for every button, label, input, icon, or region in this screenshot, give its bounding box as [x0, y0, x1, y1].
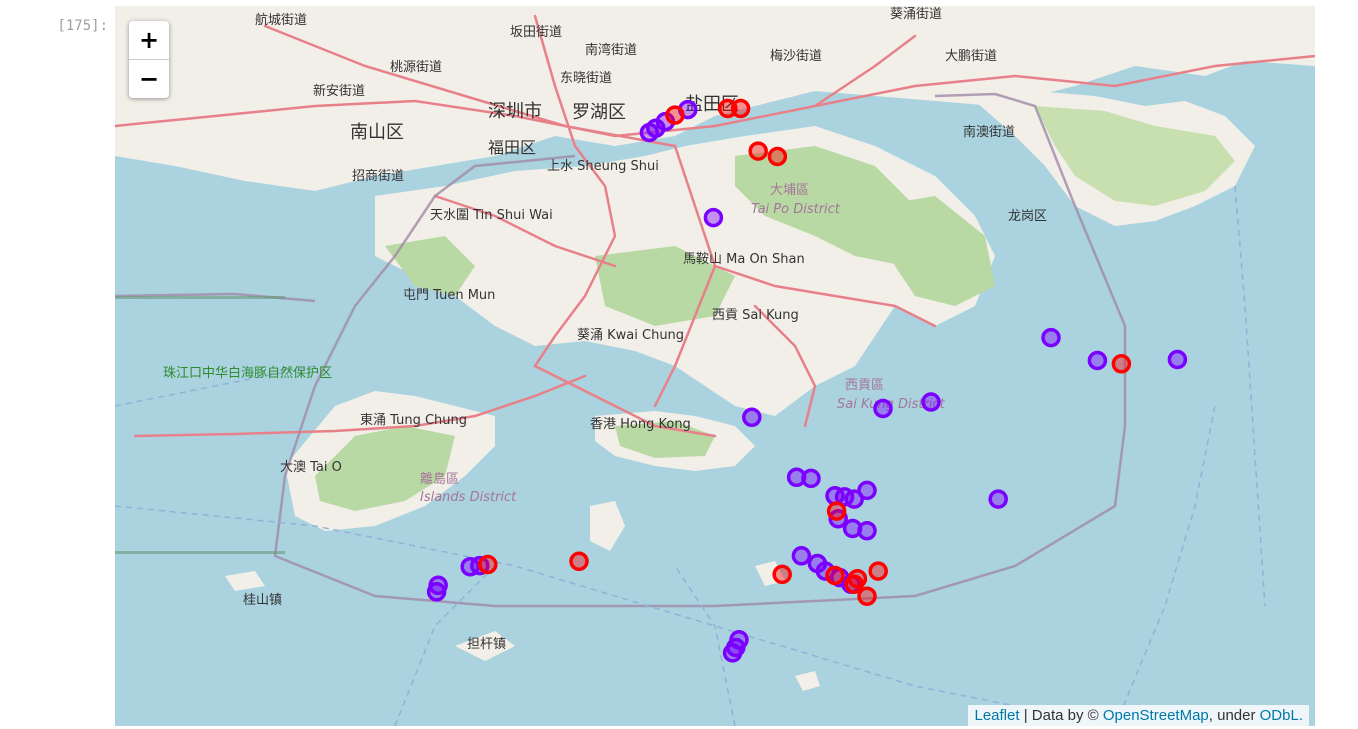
map-label: 西貢 Sai Kung: [712, 308, 799, 323]
map-label: 新安街道: [313, 83, 365, 99]
odbl-link[interactable]: ODbL.: [1259, 707, 1303, 724]
map-label: 罗湖区: [572, 102, 626, 123]
map[interactable]: 航城街道坂田街道 葵涌街道南湾街道 梅沙街道 大鹏街道桃源街道东晓街道新安街道深圳市 罗…: [115, 6, 1315, 726]
osm-link[interactable]: OpenStreetMap: [1102, 707, 1209, 724]
purple-circle-marker[interactable]: [844, 489, 864, 509]
map-label: 深圳市: [488, 101, 542, 122]
red-circle-marker[interactable]: [868, 561, 888, 581]
red-circle-marker[interactable]: [767, 146, 788, 167]
purple-circle-marker[interactable]: [639, 122, 660, 143]
map-label: 大鹏街道: [945, 49, 997, 64]
map-label: 航城街道: [255, 12, 307, 28]
cell-prompt: [175]:: [57, 18, 108, 34]
purple-circle-marker[interactable]: [722, 643, 743, 663]
map-label: 坂田街道: [510, 25, 562, 40]
purple-circle-marker[interactable]: [426, 582, 447, 602]
purple-circle-marker[interactable]: [873, 398, 893, 419]
map-label: 东晓街道: [560, 71, 612, 86]
red-circle-marker[interactable]: [748, 141, 768, 161]
red-circle-marker[interactable]: [569, 551, 589, 572]
map-label: 招商街道: [352, 169, 404, 184]
map-label: 桃源街道: [390, 60, 442, 75]
attribution-sep: | Data by ©: [1019, 707, 1103, 724]
map-label: 梅沙街道: [770, 49, 822, 64]
mainland-land: [115, 6, 1315, 191]
map-label: 上水 Sheung Shui: [547, 159, 659, 174]
purple-circle-marker[interactable]: [1087, 350, 1108, 371]
red-circle-marker[interactable]: [478, 554, 498, 575]
zoom-control: + −: [129, 21, 169, 98]
purple-circle-marker[interactable]: [988, 489, 1008, 509]
red-circle-marker[interactable]: [857, 586, 877, 606]
purple-circle-marker[interactable]: [1167, 349, 1188, 370]
map-label: 屯門 Tuen Mun: [403, 288, 495, 303]
zoom-out-button[interactable]: −: [129, 59, 169, 98]
map-label: 大埔區: [770, 183, 809, 198]
map-label: Tai Po District: [751, 202, 841, 217]
purple-circle-marker[interactable]: [742, 407, 762, 428]
map-label: 葵涌 Kwai Chung: [577, 328, 684, 343]
red-circle-marker[interactable]: [826, 501, 847, 521]
map-label: 南山区: [350, 122, 404, 143]
map-label: 龙岗区: [1008, 209, 1047, 224]
leaflet-link[interactable]: Leaflet: [974, 707, 1020, 724]
map-label: 葵涌街道: [890, 7, 942, 22]
red-circle-marker[interactable]: [772, 564, 792, 585]
attribution: Leaflet | Data by © OpenStreetMap, under…: [968, 705, 1309, 726]
map-label: 西貢區: [845, 378, 884, 393]
map-label: 東涌 Tung Chung: [360, 412, 467, 428]
red-circle-marker[interactable]: [665, 105, 685, 125]
map-label: 珠江口中华白海豚自然保护区: [163, 365, 332, 381]
map-label: 福田区: [488, 138, 536, 157]
map-label: 南湾街道: [585, 42, 637, 58]
map-label: 大澳 Tai O: [280, 459, 342, 475]
purple-circle-marker[interactable]: [857, 520, 877, 541]
marker-layer: [426, 98, 1188, 663]
purple-circle-marker[interactable]: [703, 207, 724, 228]
purple-circle-marker[interactable]: [791, 546, 812, 566]
purple-circle-marker[interactable]: [1041, 327, 1061, 348]
purple-circle-marker[interactable]: [921, 392, 941, 412]
red-circle-marker[interactable]: [825, 565, 845, 586]
red-circle-marker[interactable]: [730, 98, 751, 119]
attribution-under: , under: [1208, 707, 1260, 724]
purple-circle-marker[interactable]: [460, 556, 480, 577]
red-circle-marker[interactable]: [844, 574, 864, 594]
map-label: 離島區: [420, 472, 459, 487]
map-label: 担杆镇: [467, 637, 506, 652]
map-label: 馬鞍山 Ma On Shan: [683, 251, 805, 267]
purple-circle-marker[interactable]: [857, 480, 877, 501]
zoom-in-button[interactable]: +: [138, 26, 160, 54]
purple-circle-marker[interactable]: [801, 468, 821, 489]
map-label: 桂山镇: [243, 593, 282, 608]
map-label: 南澳街道: [963, 124, 1015, 140]
map-label: 香港 Hong Kong: [590, 417, 691, 432]
map-label: 天水圍 Tin Shui Wai: [430, 208, 553, 223]
red-circle-marker[interactable]: [1111, 354, 1132, 374]
map-label: Islands District: [420, 490, 517, 505]
